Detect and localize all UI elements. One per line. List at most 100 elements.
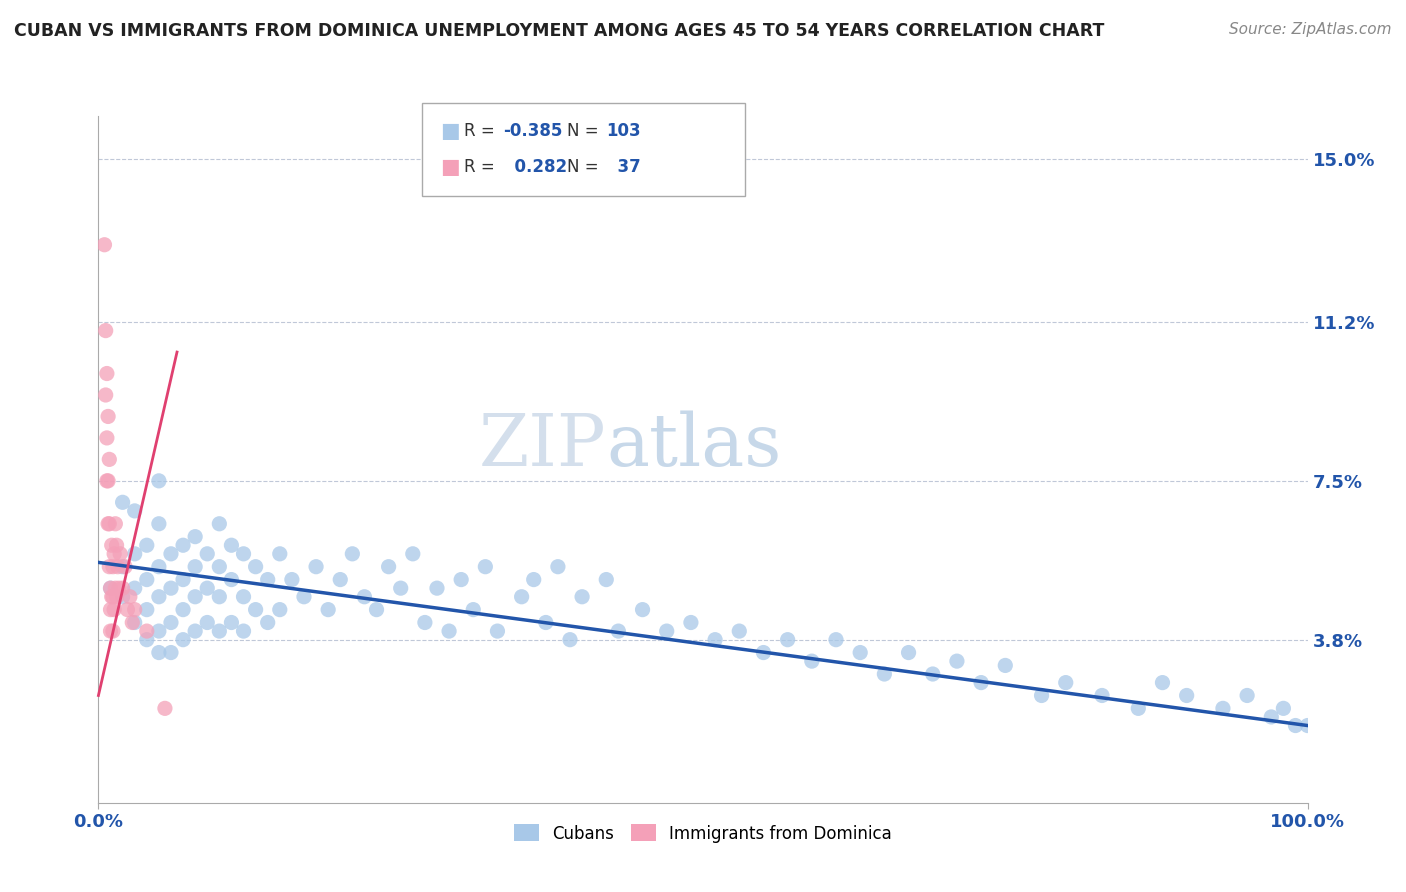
- Point: [184, 559, 207, 574]
- Point: [96, 474, 118, 488]
- Point: [849, 646, 872, 660]
- Point: [221, 538, 243, 552]
- Point: [184, 590, 207, 604]
- Point: [800, 654, 823, 668]
- Point: [100, 624, 122, 639]
- Point: [970, 675, 993, 690]
- Point: [342, 547, 364, 561]
- Point: [100, 590, 122, 604]
- Point: [208, 559, 231, 574]
- Point: [97, 474, 120, 488]
- Text: ■: ■: [440, 121, 460, 141]
- Point: [631, 602, 654, 616]
- Point: [208, 516, 231, 531]
- Point: [124, 581, 146, 595]
- Point: [1128, 701, 1150, 715]
- Text: N =: N =: [567, 122, 603, 140]
- Point: [148, 646, 170, 660]
- Point: [232, 624, 254, 639]
- Point: [104, 581, 127, 595]
- Point: [160, 646, 183, 660]
- Point: [402, 547, 425, 561]
- Text: Source: ZipAtlas.com: Source: ZipAtlas.com: [1229, 22, 1392, 37]
- Point: [124, 602, 146, 616]
- Text: R =: R =: [464, 122, 501, 140]
- Point: [534, 615, 557, 630]
- Point: [704, 632, 727, 647]
- Point: [523, 573, 546, 587]
- Point: [100, 602, 122, 616]
- Legend: Cubans, Immigrants from Dominica: Cubans, Immigrants from Dominica: [515, 824, 891, 843]
- Point: [135, 632, 157, 647]
- Point: [377, 559, 399, 574]
- Text: atlas: atlas: [606, 410, 782, 481]
- Point: [96, 367, 118, 381]
- Text: ZIP: ZIP: [479, 410, 606, 481]
- Point: [463, 602, 485, 616]
- Point: [103, 602, 125, 616]
- Point: [1175, 689, 1198, 703]
- Point: [94, 388, 117, 402]
- Point: [474, 559, 496, 574]
- Text: R =: R =: [464, 158, 501, 176]
- Text: -0.385: -0.385: [503, 122, 562, 140]
- Point: [148, 559, 170, 574]
- Point: [1272, 701, 1295, 715]
- Point: [752, 646, 775, 660]
- Point: [111, 495, 134, 509]
- Point: [148, 624, 170, 639]
- Point: [389, 581, 412, 595]
- Point: [98, 516, 121, 531]
- Point: [172, 538, 194, 552]
- Point: [160, 581, 183, 595]
- Point: [1031, 689, 1053, 703]
- Point: [108, 581, 131, 595]
- Point: [124, 615, 146, 630]
- Point: [148, 474, 170, 488]
- Point: [100, 581, 122, 595]
- Point: [510, 590, 533, 604]
- Point: [114, 559, 136, 574]
- Point: [148, 590, 170, 604]
- Point: [172, 632, 194, 647]
- Point: [107, 559, 129, 574]
- Point: [1091, 689, 1114, 703]
- Point: [728, 624, 751, 639]
- Point: [135, 538, 157, 552]
- Point: [232, 547, 254, 561]
- Point: [124, 504, 146, 518]
- Point: [117, 602, 139, 616]
- Point: [98, 452, 121, 467]
- Point: [184, 624, 207, 639]
- Point: [655, 624, 678, 639]
- Point: [946, 654, 969, 668]
- Point: [1296, 718, 1319, 732]
- Point: [93, 237, 115, 252]
- Point: [245, 559, 267, 574]
- Point: [98, 559, 121, 574]
- Point: [97, 409, 120, 424]
- Point: [160, 615, 183, 630]
- Point: [607, 624, 630, 639]
- Point: [486, 624, 509, 639]
- Point: [558, 632, 581, 647]
- Point: [208, 624, 231, 639]
- Point: [679, 615, 702, 630]
- Point: [121, 615, 143, 630]
- Point: [897, 646, 920, 660]
- Point: [305, 559, 328, 574]
- Point: [108, 547, 131, 561]
- Point: [1212, 701, 1234, 715]
- Text: 0.282: 0.282: [503, 158, 568, 176]
- Point: [101, 590, 124, 604]
- Point: [1260, 710, 1282, 724]
- Point: [160, 547, 183, 561]
- Text: N =: N =: [567, 158, 603, 176]
- Point: [269, 547, 291, 561]
- Point: [1236, 689, 1258, 703]
- Point: [100, 581, 122, 595]
- Point: [994, 658, 1017, 673]
- Point: [172, 573, 194, 587]
- Point: [111, 559, 134, 574]
- Point: [245, 602, 267, 616]
